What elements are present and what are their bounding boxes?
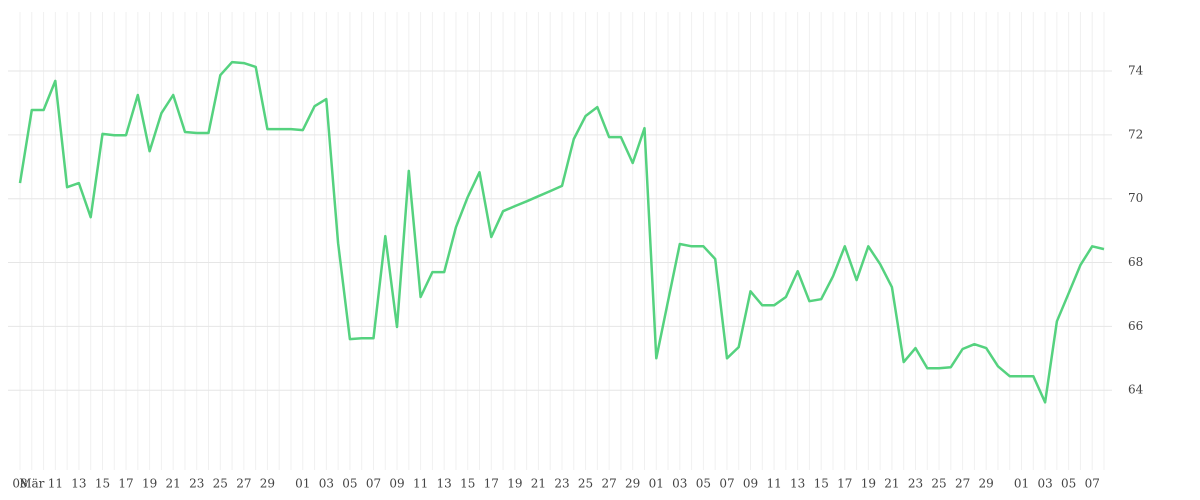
x-tick-label: 13	[437, 477, 452, 491]
x-tick-label: 03	[319, 477, 334, 491]
x-tick-label: 17	[837, 477, 852, 491]
x-tick-label: 07	[366, 477, 381, 491]
y-tick-label: 68	[1128, 255, 1143, 269]
x-tick-label: 09	[389, 477, 404, 491]
x-tick-label: 07	[1085, 477, 1100, 491]
x-tick-label: 25	[213, 477, 228, 491]
x-tick-label: 21	[166, 477, 181, 491]
y-tick-label: 72	[1128, 127, 1143, 141]
x-tick-label: 17	[118, 477, 133, 491]
x-tick-label: 23	[908, 477, 923, 491]
x-tick-label: 01	[1014, 477, 1029, 491]
x-tick-label: 01	[649, 477, 664, 491]
x-tick-label: 23	[554, 477, 569, 491]
y-tick-label: 64	[1128, 383, 1144, 397]
x-tick-label: 11	[48, 477, 63, 491]
x-tick-label: 09	[743, 477, 758, 491]
y-tick-label: 66	[1128, 319, 1143, 333]
x-tick-label: 07	[719, 477, 734, 491]
x-tick-label: 13	[790, 477, 805, 491]
x-tick-label: 29	[625, 477, 640, 491]
line	[18, 60, 1105, 404]
x-tick-label: 21	[531, 477, 546, 491]
x-tick-label: 15	[95, 477, 110, 491]
x-tick-label: 19	[861, 477, 876, 491]
y-tick-label: 70	[1128, 191, 1143, 205]
x-tick-label: 23	[189, 477, 204, 491]
x-tick-label: 15	[460, 477, 475, 491]
x-tick-label: 27	[236, 477, 251, 491]
x-tick-label: 13	[71, 477, 86, 491]
x-tick-label: 27	[601, 477, 616, 491]
x-tick-label: 15	[814, 477, 829, 491]
x-tick-label: 21	[884, 477, 899, 491]
x-tick-label: 27	[955, 477, 970, 491]
x-tick-label: 19	[142, 477, 157, 491]
x-tick-label: 25	[931, 477, 946, 491]
x-tick-label: 05	[1061, 477, 1076, 491]
x-tick-label: Mär	[19, 477, 44, 491]
x-tick-label: 05	[696, 477, 711, 491]
x-tick-label: 11	[413, 477, 428, 491]
x-tick-label: 11	[766, 477, 781, 491]
x-tick-label: 03	[672, 477, 687, 491]
x-tick-label: 19	[507, 477, 522, 491]
x-tick-label: 17	[484, 477, 499, 491]
x-tick-label: 29	[979, 477, 994, 491]
x-tick-label: 03	[1037, 477, 1052, 491]
x-tick-label: 05	[342, 477, 357, 491]
x-tick-label: 29	[260, 477, 275, 491]
y-tick-label: 74	[1128, 64, 1144, 78]
x-tick-label: 25	[578, 477, 593, 491]
x-tick-label: 08	[12, 477, 27, 491]
x-tick-label: 01	[295, 477, 310, 491]
plot-area	[8, 12, 1112, 470]
